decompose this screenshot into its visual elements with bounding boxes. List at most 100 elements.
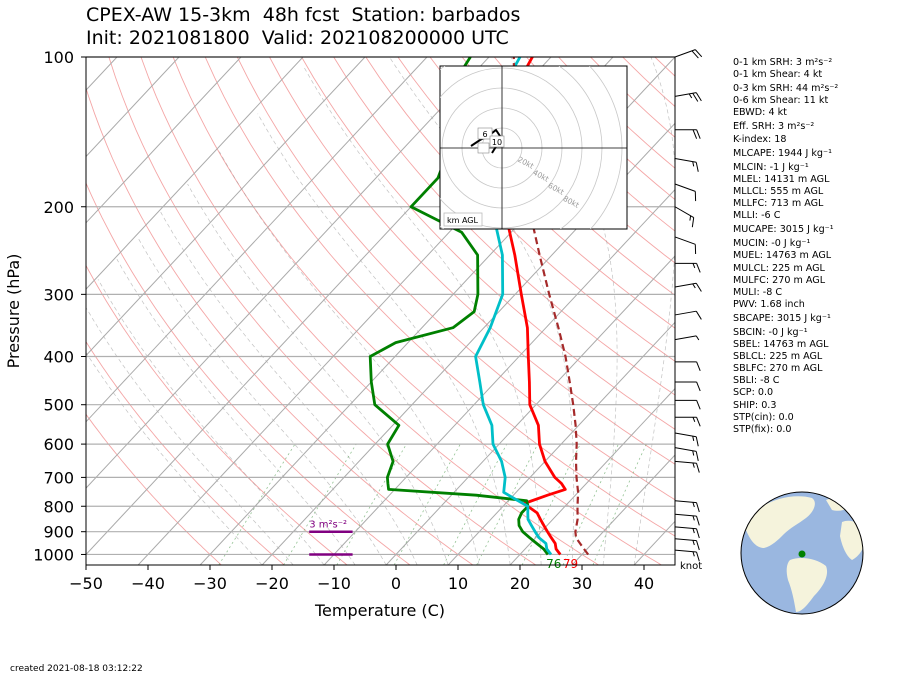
mixing-ratio-line [521, 443, 581, 565]
moist-adiabat-line [116, 259, 356, 565]
sounding-index-row: SBCIN: -0 J kg⁻¹ [733, 326, 808, 338]
wind-barb [674, 432, 699, 447]
wind-barb [675, 262, 701, 273]
sounding-index-row: MUEL: 14763 m AGL [733, 250, 832, 262]
moist-adiabat-line [257, 113, 511, 565]
dry-adiabat-line [333, 57, 675, 396]
sounding-index-row: PWV: 1.68 inch [733, 298, 805, 310]
wind-barb [674, 460, 700, 473]
sounding-index-row: SHIP: 0.3 [733, 399, 777, 411]
wind-barb [674, 526, 700, 539]
isotherm-line [86, 57, 242, 224]
isotherm-line [86, 57, 490, 489]
sounding-index-row: SBLI: -8 C [733, 375, 780, 387]
mixing-ratio-line [336, 443, 407, 565]
hodograph-height-box [477, 142, 490, 154]
wind-barb [674, 236, 697, 255]
wind-units-label: knot [680, 561, 702, 572]
dry-adiabat-line [86, 86, 474, 565]
sounding-index-row: MLLCL: 555 m AGL [733, 185, 824, 197]
moist-adiabat-line [97, 279, 325, 565]
sounding-index-row: 0-1 km SRH: 3 m²s⁻² [733, 57, 833, 68]
moist-adiabat-line [137, 236, 387, 565]
dry-adiabat-line [86, 264, 348, 565]
dry-adiabat-line [365, 57, 675, 362]
surface-value-label: 76 [546, 557, 561, 571]
wind-barb [675, 129, 701, 139]
isotherm-line [323, 188, 675, 565]
sounding-index-row: K-index: 18 [733, 133, 787, 145]
temperature-profile-line [492, 57, 567, 556]
moist-adiabat-line [219, 151, 480, 565]
sounding-index-row: MUCAPE: 3015 J kg⁻¹ [733, 224, 834, 236]
x-tick-label: −20 [255, 574, 289, 593]
wind-barb [674, 183, 697, 202]
surface-value-label: 79 [563, 557, 578, 571]
moist-adiabat-line [86, 306, 294, 565]
mixing-ratio-line [562, 443, 619, 565]
moist-adiabat-line [633, 57, 675, 565]
moist-adiabat-line [86, 351, 263, 565]
x-tick-label: 0 [391, 574, 401, 593]
y-tick-label: 100 [43, 48, 74, 67]
south-america-landmass [786, 558, 828, 612]
x-tick-label: 20 [510, 574, 530, 593]
sounding-index-row: MLEL: 14131 m AGL [733, 173, 830, 185]
created-timestamp: created 2021-08-18 03:12:22 [10, 664, 143, 674]
x-tick-label: 10 [448, 574, 468, 593]
dry-adiabat-line [140, 57, 599, 565]
wind-barb [675, 381, 701, 392]
moist-adiabat-line [389, 57, 575, 565]
moist-adiabat-line [510, 57, 618, 565]
wind-barb [674, 335, 700, 341]
y-tick-label: 500 [43, 396, 74, 415]
hodograph-height-label: 10 [492, 138, 502, 147]
mixing-ratio-line [476, 443, 539, 565]
sounding-index-row: Eff. SRH: 3 m²s⁻² [733, 121, 815, 133]
isotherm-line [447, 321, 675, 565]
sounding-index-row: EBWD: 4 kt [733, 107, 787, 119]
sounding-index-row: STP(cin): 0.0 [733, 411, 794, 423]
x-tick-label: 40 [634, 574, 654, 593]
wind-barb [674, 447, 699, 462]
moist-adiabat-line [160, 211, 418, 565]
sounding-index-row: MULFC: 270 m AGL [733, 274, 826, 286]
x-tick-label: 30 [572, 574, 592, 593]
dry-adiabat-line [397, 57, 675, 329]
sounding-index-row: MUCIN: -0 J kg⁻¹ [733, 238, 811, 250]
y-tick-label: 700 [43, 468, 74, 487]
wind-barb [674, 282, 702, 292]
sounding-index-row: 0-6 km Shear: 11 kt [733, 95, 829, 107]
hodograph-height-box [477, 127, 493, 140]
sounding-index-row: STP(fix): 0.0 [733, 423, 792, 435]
chart-title-line1: CPEX-AW 15-3km 48h fcst Station: barbado… [86, 4, 521, 26]
plot-frame [85, 56, 676, 566]
x-tick-label: −10 [317, 574, 351, 593]
y-tick-label: 400 [43, 348, 74, 367]
wind-barb [674, 549, 700, 562]
north-america-landmass [746, 496, 815, 548]
isotherm-line [385, 255, 675, 565]
srh-bar-label: 3 m²s⁻² [309, 520, 347, 531]
wind-barb [675, 361, 701, 372]
y-axis-label: Pressure (hPa) [4, 254, 23, 369]
sounding-index-row: 0-3 km SRH: 44 m²s⁻² [733, 83, 839, 95]
parcel-profile-line [512, 57, 590, 556]
dry-adiabat-line [461, 57, 675, 264]
isotherm-line [86, 57, 428, 423]
sounding-indices-panel: 0-1 km SRH: 3 m²s⁻² 0-1 km Shear: 4 kt 0-3… [733, 57, 903, 436]
wind-barb [674, 513, 700, 526]
sounding-index-row: SBLCL: 225 m AGL [733, 351, 823, 363]
location-globe [740, 491, 864, 615]
wind-barb [675, 416, 701, 427]
sounding-index-row: MULCL: 225 m AGL [733, 262, 825, 274]
isotherm-line [86, 57, 304, 290]
sounding-index-row: MLLFC: 713 m AGL [733, 198, 824, 210]
sounding-index-row: MLCIN: -1 J kg⁻¹ [733, 161, 809, 173]
dry-adiabat-line [236, 57, 675, 501]
x-tick-label: −30 [193, 574, 227, 593]
mixing-ratio-line [218, 443, 296, 565]
hodograph-height-label: 6 [482, 130, 487, 139]
wind-barb [674, 49, 703, 59]
